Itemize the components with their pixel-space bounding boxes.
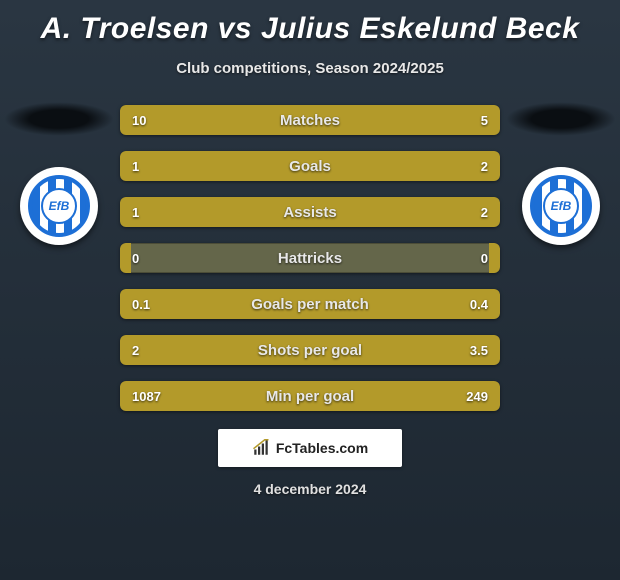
- stat-value-left: 1087: [120, 389, 200, 404]
- stat-bar: 2Shots per goal3.5: [120, 335, 500, 365]
- stat-value-right: 2: [420, 205, 500, 220]
- stat-value-right: 2: [420, 159, 500, 174]
- watermark: FcTables.com: [218, 429, 402, 467]
- stat-bar: 0Hattricks0: [120, 243, 500, 273]
- watermark-text: FcTables.com: [276, 440, 368, 456]
- club-badge-right: EfB: [522, 167, 600, 245]
- stat-bar: 0.1Goals per match0.4: [120, 289, 500, 319]
- club-badge-left-abbr: EfB: [41, 188, 77, 224]
- stat-label: Goals: [200, 158, 420, 175]
- stat-value-right: 0: [420, 251, 500, 266]
- page-title: A. Troelsen vs Julius Eskelund Beck: [0, 0, 620, 46]
- stat-bar: 10Matches5: [120, 105, 500, 135]
- club-badge-left: EfB: [20, 167, 98, 245]
- stat-label: Hattricks: [200, 250, 420, 267]
- stat-value-left: 2: [120, 343, 200, 358]
- stat-value-right: 249: [420, 389, 500, 404]
- date-label: 4 december 2024: [0, 481, 620, 497]
- club-badge-right-inner: EfB: [530, 175, 592, 237]
- chart-icon: [252, 439, 270, 457]
- stat-value-left: 0: [120, 251, 200, 266]
- stat-value-left: 0.1: [120, 297, 200, 312]
- stat-value-left: 1: [120, 205, 200, 220]
- club-badge-left-inner: EfB: [28, 175, 90, 237]
- stat-label: Assists: [200, 204, 420, 221]
- page-subtitle: Club competitions, Season 2024/2025: [0, 60, 620, 77]
- club-badge-right-abbr: EfB: [543, 188, 579, 224]
- stat-value-left: 1: [120, 159, 200, 174]
- stat-label: Goals per match: [200, 296, 420, 313]
- player-shadow-left: [4, 102, 114, 136]
- stat-label: Shots per goal: [200, 342, 420, 359]
- comparison-stage: EfB EfB 10Matches51Goals21Assists20Hattr…: [0, 105, 620, 411]
- stat-value-right: 0.4: [420, 297, 500, 312]
- stat-bar: 1Assists2: [120, 197, 500, 227]
- stat-value-left: 10: [120, 113, 200, 128]
- stat-value-right: 5: [420, 113, 500, 128]
- player-shadow-right: [506, 102, 616, 136]
- stat-bar: 1Goals2: [120, 151, 500, 181]
- stat-label: Matches: [200, 112, 420, 129]
- stat-bar: 1087Min per goal249: [120, 381, 500, 411]
- comparison-bars: 10Matches51Goals21Assists20Hattricks00.1…: [120, 105, 500, 411]
- stat-value-right: 3.5: [420, 343, 500, 358]
- stat-label: Min per goal: [200, 388, 420, 405]
